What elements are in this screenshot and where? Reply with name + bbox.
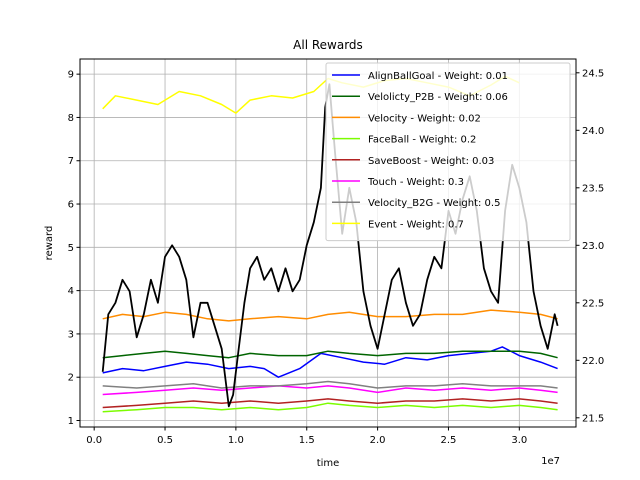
y2-tick-label: 22.0 — [582, 356, 604, 367]
legend: AlignBallGoal - Weight: 0.01 Velolicty_P2… — [325, 62, 571, 242]
x-axis: 0.0 0.5 1.0 1.5 2.0 2.5 3.0 — [86, 427, 527, 446]
legend-box — [325, 62, 571, 242]
x-tick-label: 1.5 — [299, 435, 315, 446]
y-tick-label: 5 — [68, 243, 74, 254]
series-line — [102, 385, 558, 396]
series-line — [102, 398, 558, 409]
legend-label: Velocity_B2G - Weight: 0.5 — [368, 198, 500, 209]
y-tick-label: 9 — [68, 70, 74, 81]
series-line — [102, 350, 558, 359]
series-lines — [101, 75, 559, 413]
x-tick-label: 3.0 — [511, 435, 527, 446]
y-tick-label: 1 — [68, 416, 74, 427]
x-axis-title: time — [317, 458, 340, 469]
y2-tick-label: 21.5 — [582, 413, 604, 424]
y2-tick-label: 24.0 — [582, 126, 604, 137]
y-tick-label: 6 — [68, 200, 74, 211]
y2-tick-label: 23.5 — [582, 183, 604, 194]
plot-frame — [79, 58, 577, 428]
y2-tick-label: 24.5 — [582, 68, 604, 79]
y-tick-label: 2 — [68, 373, 74, 384]
legend-label: FaceBall - Weight: 0.2 — [368, 135, 476, 146]
x-tick-label: 1.0 — [228, 435, 244, 446]
x-tick-label: 0.5 — [157, 435, 173, 446]
series-line — [102, 380, 558, 389]
y-tick-label: 4 — [68, 286, 74, 297]
legend-label: AlignBallGoal - Weight: 0.01 — [368, 71, 508, 82]
y-tick-label: 3 — [68, 329, 74, 340]
y-axis-right: 21.5 22.0 22.5 23.0 23.5 24.0 24.5 — [576, 68, 604, 424]
y-axis-left: 1 2 3 4 5 6 7 8 9 — [68, 70, 80, 427]
series-line — [102, 309, 558, 322]
legend-label: Velocity - Weight: 0.02 — [368, 113, 481, 124]
y-axis-title: reward — [44, 226, 55, 261]
legend-label: Velolicty_P2B - Weight: 0.06 — [368, 92, 508, 103]
chart-title: All Rewards — [293, 38, 363, 52]
x-tick-label: 2.0 — [370, 435, 386, 446]
y2-tick-label: 22.5 — [582, 298, 604, 309]
series-line — [102, 402, 558, 413]
y2-tick-label: 23.0 — [582, 241, 604, 252]
x-axis-offset-label: 1e7 — [541, 456, 560, 467]
y-tick-label: 7 — [68, 156, 74, 167]
x-tick-label: 2.5 — [441, 435, 457, 446]
legend-label: SaveBoost - Weight: 0.03 — [368, 156, 494, 167]
legend-label: Event - Weight: 0.7 — [368, 219, 464, 230]
x-tick-label: 0.0 — [86, 435, 102, 446]
legend-label: Touch - Weight: 0.3 — [367, 177, 464, 188]
y-tick-label: 8 — [68, 113, 74, 124]
